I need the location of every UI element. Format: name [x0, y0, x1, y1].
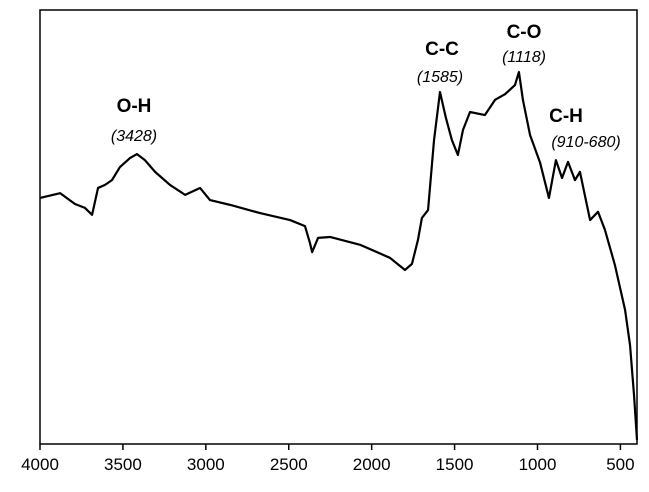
annotation-label: C-O	[507, 22, 542, 43]
annotation-note: (3428)	[111, 128, 157, 145]
annotation-note: (1118)	[502, 49, 546, 66]
x-tick-label: 1000	[519, 455, 557, 474]
annotation-label: C-H	[549, 106, 583, 127]
x-tick-label: 500	[606, 455, 634, 474]
x-tick-label: 1500	[436, 455, 474, 474]
x-tick-label: 4000	[21, 455, 59, 474]
x-tick-label: 2500	[270, 455, 308, 474]
spectrum-line	[39, 70, 639, 441]
x-tick-label: 3000	[187, 455, 225, 474]
annotation-label: C-C	[425, 39, 459, 60]
annotation-label: O-H	[117, 96, 152, 117]
annotation-note: (910-680)	[551, 134, 620, 151]
annotation-note: (1585)	[417, 69, 463, 86]
x-tick-label: 3500	[104, 455, 142, 474]
plot-frame	[39, 9, 638, 445]
x-tick-label: 2000	[353, 455, 391, 474]
